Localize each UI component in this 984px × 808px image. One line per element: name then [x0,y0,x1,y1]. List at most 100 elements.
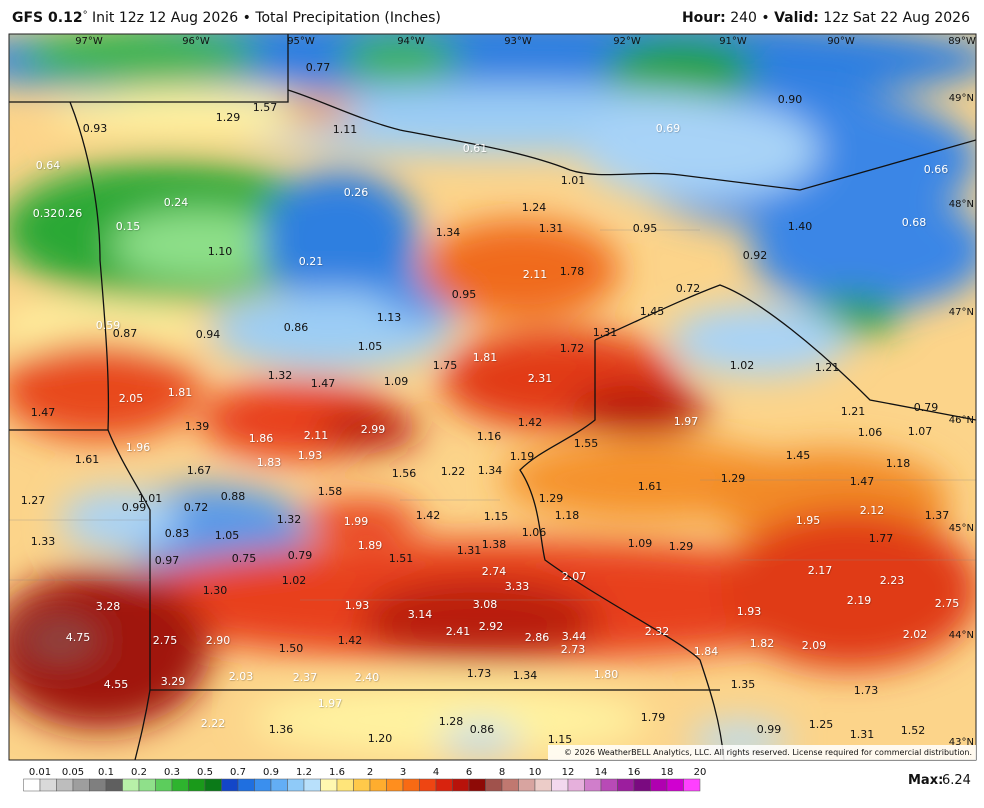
longitude-label: 95°W [287,36,315,47]
value-label: 0.72 [676,282,701,295]
copyright-box [548,745,976,760]
value-label: 2.31 [528,372,553,385]
value-label: 2.41 [446,625,471,638]
border [9,101,110,431]
value-label: 0.95 [633,222,658,235]
value-label: 3.28 [96,600,121,613]
longitude-label: 93°W [504,36,532,47]
value-label: 1.21 [815,361,840,374]
value-label: 1.77 [869,532,894,545]
value-label: 1.57 [253,101,278,114]
value-label: 1.93 [737,605,762,618]
legend-swatch [221,778,239,792]
product: Total Precipitation (Inches) [255,10,441,26]
value-label: 1.05 [358,340,383,353]
value-label: 1.05 [215,529,240,542]
value-label: 2.73 [561,643,586,656]
value-label: 4.55 [104,678,129,691]
legend-swatch [155,778,173,792]
legend-swatch [369,778,387,792]
latitude-label: 48°N [949,199,974,210]
legend-tick-label: 1.6 [329,767,345,778]
copyright: © 2026 WeatherBELL Analytics, LLC. All r… [564,748,972,757]
value-label: 2.86 [525,631,550,644]
longitude-label: 89°W [948,36,976,47]
legend-swatch [72,778,90,792]
legend-swatch [666,778,684,792]
value-label: 0.92 [743,249,768,262]
legend-tick-label: 4 [433,767,439,778]
value-label: 1.33 [31,535,56,548]
legend-tick-label: 12 [562,767,575,778]
value-label: 0.88 [221,490,246,503]
value-label: 2.17 [808,564,833,577]
value-label: 1.29 [539,492,564,505]
latitude-label: 46°N [949,415,974,426]
legend-tick-label: 16 [628,767,641,778]
value-labels: 0.93 1.29 1.57 0.77 1.11 0.61 1.01 0.69 0.90 0.64… [21,61,960,746]
value-label: 1.96 [126,441,151,454]
value-label: 0.72 [184,501,209,514]
legend-swatch [105,778,123,792]
legend-swatch [600,778,618,792]
value-label: 1.10 [208,245,233,258]
value-label: 1.21 [841,405,866,418]
legend-swatch [204,778,222,792]
header-left: GFS 0.12° Init 12z 12 Aug 2026 • Total P… [12,10,441,26]
value-label: 1.06 [522,526,547,539]
legend-swatch [171,778,189,792]
value-label: 3.08 [473,598,498,611]
value-label: 0.59 [96,319,121,332]
value-label: 0.86 [470,723,495,736]
value-label: 1.34 [478,464,503,477]
legend-swatch [386,778,404,792]
value-label: 1.32 [268,369,293,382]
legend-tick-label: 0.05 [62,767,84,778]
value-label: 0.79 [288,549,313,562]
value-label: 1.40 [788,220,813,233]
value-label: 2.32 [645,625,670,638]
value-label: 3.44 [562,630,587,643]
value-label: 1.81 [473,351,498,364]
legend-swatch [287,778,305,792]
precip-blob [340,34,460,82]
value-label: 1.42 [338,634,363,647]
value-label: 1.61 [638,480,663,493]
precip-blob [260,170,420,310]
value-label: 1.11 [333,123,358,136]
value-label: 0.24 [164,196,189,209]
value-label: 1.35 [731,678,756,691]
legend-swatch [419,778,437,792]
value-label: 1.93 [298,449,323,462]
value-label: 1.93 [345,599,370,612]
legend: 0.01 0.05 0.1 0.2 0.3 0.5 0.7 0.9 1.2 1.6 2 3 4 6 8 10 1… [23,767,707,792]
degree: ° [82,10,88,21]
value-label: 2.90 [206,634,231,647]
hour-label: Hour: [681,10,726,26]
legend-tick-label: 1.2 [296,767,312,778]
legend-swatch [188,778,206,792]
legend-tick-label: 0.9 [263,767,279,778]
value-label: 0.93 [83,122,108,135]
value-label: 1.80 [594,668,619,681]
value-label: 1.83 [257,456,282,469]
legend-swatch [435,778,453,792]
value-label: 2.12 [860,504,885,517]
precip-blob [440,725,520,755]
value-label: 3.29 [161,675,186,688]
value-label: 2.05 [119,392,144,405]
value-label: 1.45 [640,305,665,318]
value-label: 1.39 [185,420,210,433]
value-label: 1.72 [560,342,585,355]
value-label: 0.26 [344,186,369,199]
hour: 240 [730,10,757,26]
value-label: 1.06 [858,426,883,439]
legend-swatch [468,778,486,792]
precip-blob [110,210,290,280]
legend-swatch [534,778,552,792]
legend-tick-label: 20 [694,767,707,778]
longitude-label: 97°W [75,36,103,47]
model: GFS 0.12 [12,10,83,26]
value-label: 2.75 [153,634,178,647]
